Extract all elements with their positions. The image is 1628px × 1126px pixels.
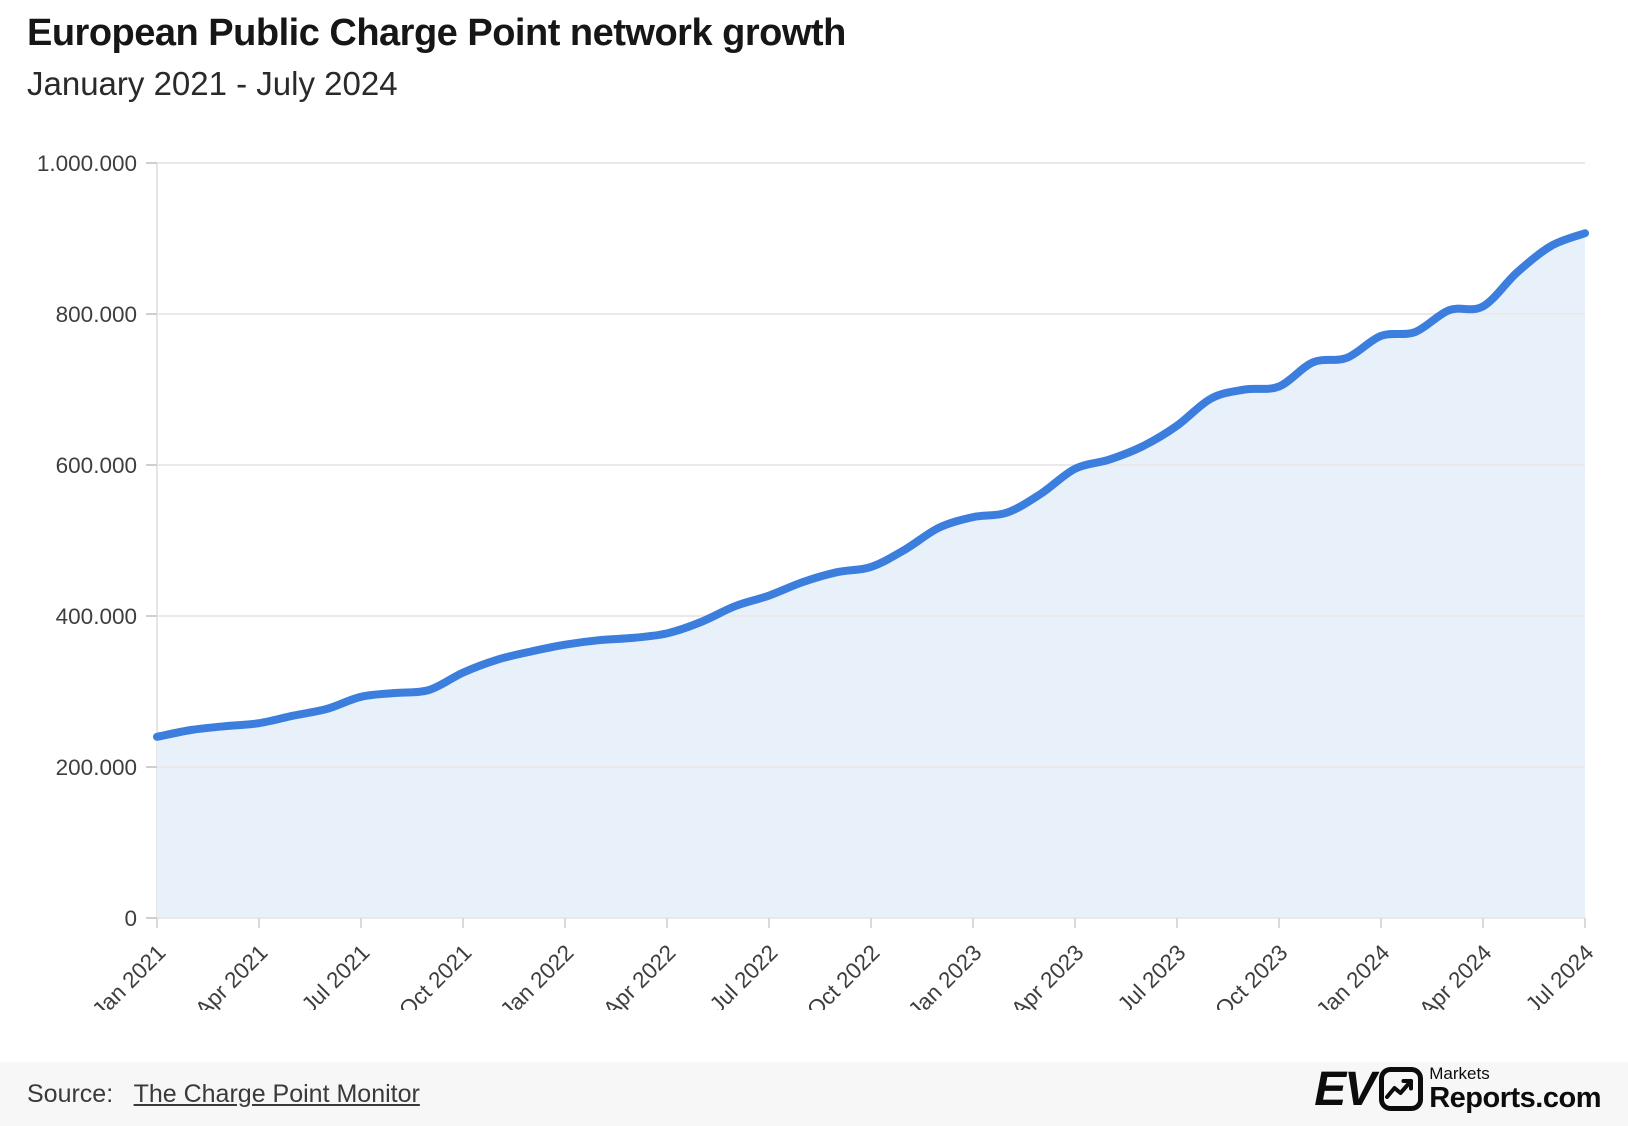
logo-markets-text: Markets	[1429, 1064, 1490, 1083]
x-axis-label: Jul 2021	[297, 940, 375, 1010]
x-axis-label: Jul 2022	[705, 940, 783, 1010]
source-prefix: Source:	[27, 1079, 114, 1108]
logo-text-block: Markets Reports.com	[1429, 1065, 1601, 1113]
x-axis-label: Apr 2024	[1414, 940, 1496, 1010]
area-chart: 0 200.000 400.000 600.000 800.000 1.000.000 Ja…	[37, 151, 1599, 1010]
y-axis-label: 200.000	[56, 755, 137, 780]
x-axis-label: Jan 2024	[1311, 940, 1394, 1010]
y-axis-label: 600.000	[56, 453, 137, 478]
trend-up-chart-icon	[1379, 1067, 1424, 1111]
x-axis-label: Jul 2024	[1521, 940, 1599, 1010]
y-axis-label: 0	[124, 906, 137, 931]
x-axis-label: Jan 2023	[903, 940, 986, 1010]
x-axis-label: Oct 2023	[1210, 940, 1292, 1010]
y-axis-label: 800.000	[56, 302, 137, 327]
x-axis-label: Oct 2021	[394, 940, 476, 1010]
x-axis-label: Oct 2022	[802, 940, 884, 1010]
page-subtitle: January 2021 - July 2024	[27, 65, 398, 102]
x-axis-label: Apr 2022	[598, 940, 680, 1010]
source-link[interactable]: The Charge Point Monitor	[133, 1079, 420, 1108]
x-axis-label: Apr 2021	[190, 940, 272, 1010]
x-axis-label: Jan 2021	[87, 940, 170, 1010]
trend-line	[153, 229, 1589, 741]
logo-reports-text: Reports.com	[1429, 1082, 1601, 1114]
y-axis-label: 400.000	[56, 604, 137, 629]
source-line: Source: The Charge Point Monitor	[27, 1080, 420, 1109]
page-title: European Public Charge Point network gro…	[27, 12, 846, 54]
footer-bar: Source: The Charge Point Monitor EV Mark…	[0, 1062, 1628, 1126]
x-axis-label: Jan 2022	[495, 940, 578, 1010]
chart-header: European Public Charge Point network gro…	[27, 12, 846, 103]
logo-ev-text: EV	[1314, 1062, 1376, 1116]
area-fill	[157, 233, 1585, 918]
x-axis-label: Jul 2023	[1113, 940, 1191, 1010]
x-axis-label: Apr 2023	[1006, 940, 1088, 1010]
ev-markets-reports-logo: EV Markets Reports.com	[1314, 1062, 1601, 1117]
y-axis-label: 1.000.000	[37, 151, 137, 176]
